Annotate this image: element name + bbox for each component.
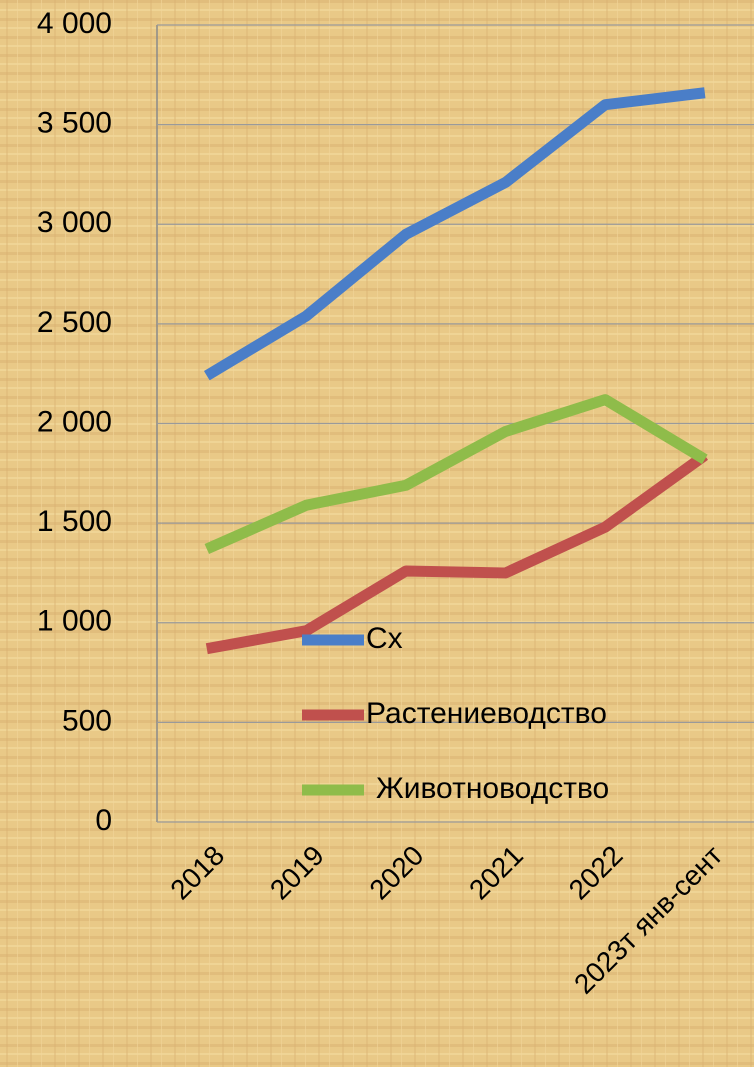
y-tick-label: 1 000 bbox=[37, 605, 112, 638]
legend-label: Растениеводство bbox=[366, 697, 607, 730]
y-tick-label: 4 000 bbox=[37, 7, 112, 40]
legend-label: Животноводство bbox=[376, 772, 609, 805]
y-tick-label: 500 bbox=[62, 704, 112, 737]
y-tick-label: 1 500 bbox=[37, 505, 112, 538]
y-tick-label: 2 500 bbox=[37, 306, 112, 339]
series-line bbox=[204, 394, 708, 555]
legend-label: Сх bbox=[366, 622, 403, 655]
y-tick-label: 0 bbox=[95, 804, 112, 837]
y-tick-label: 3 500 bbox=[37, 107, 112, 140]
y-tick-label: 2 000 bbox=[37, 405, 112, 438]
y-tick-label: 3 000 bbox=[37, 206, 112, 239]
series-line bbox=[205, 450, 709, 655]
series-line bbox=[203, 87, 706, 381]
